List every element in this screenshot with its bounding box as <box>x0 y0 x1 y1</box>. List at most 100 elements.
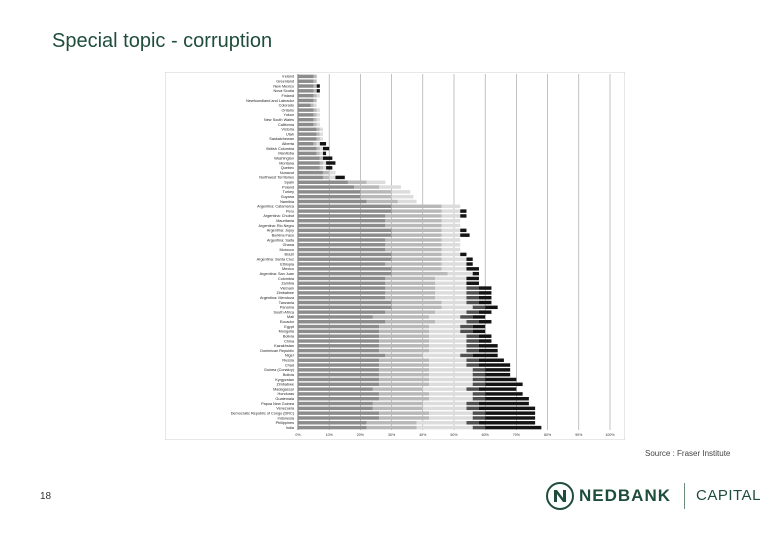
bar-segment <box>298 315 373 319</box>
bar-segment <box>316 117 320 122</box>
bar-segment <box>391 233 442 237</box>
bar-segment <box>472 271 479 276</box>
bar-segment <box>316 127 320 132</box>
bar-segment <box>298 377 380 382</box>
category-label: California <box>278 123 295 127</box>
bar-segment <box>298 353 386 358</box>
bar-segment <box>298 372 380 377</box>
bar-segment <box>298 281 386 286</box>
bar-segment <box>429 324 461 329</box>
corruption-chart: 0% 10% 20% 30% 40% 50% 60% 70% 80% 90% 100% Ireland… <box>165 72 625 440</box>
bar-segment <box>379 416 430 420</box>
bar-segment <box>478 387 517 391</box>
bar-segment <box>466 300 479 305</box>
bar-segment <box>298 204 392 209</box>
category-label: Victoria <box>281 128 294 132</box>
bar-segment <box>329 170 336 175</box>
category-label: Honduras <box>278 392 295 396</box>
bar-segment <box>313 103 317 108</box>
category-label: Ecuador <box>280 320 295 324</box>
bar-segment <box>298 334 380 338</box>
category-label: Argentina: Jujuy <box>267 229 294 233</box>
bar-segment <box>298 79 314 83</box>
category-label: Dominican Republic <box>260 349 294 353</box>
page-number: 18 <box>40 491 52 502</box>
bar-segment <box>447 271 473 276</box>
category-label: Egypt <box>284 325 295 329</box>
bar-segment <box>472 305 486 310</box>
bar-segment <box>429 416 473 420</box>
category-label: India <box>286 426 295 430</box>
x-tick-label: 100% <box>605 433 615 437</box>
bar-segment <box>422 406 467 411</box>
bar-segment <box>472 425 486 430</box>
bar-segment <box>298 295 386 300</box>
x-tick-label: 90% <box>575 433 583 437</box>
brand-division: CAPITAL <box>696 487 761 504</box>
bar-segment <box>313 117 317 122</box>
bar-segment <box>379 396 430 401</box>
bar-segment <box>298 243 386 247</box>
bar-segment <box>298 84 314 88</box>
bar-segment <box>316 132 320 136</box>
bar-segment <box>391 305 442 310</box>
bar-segment <box>466 310 479 314</box>
bar-segment <box>310 103 314 108</box>
bar-segment <box>478 291 492 295</box>
bar-segment <box>441 238 461 242</box>
bar-segment <box>472 411 486 415</box>
bar-segment <box>478 401 529 406</box>
x-tick-label: 10% <box>326 433 334 437</box>
bar-segment <box>466 358 479 362</box>
bar-segment <box>298 156 320 160</box>
bar-segment <box>460 214 467 218</box>
category-label: Brazil <box>285 253 295 257</box>
category-label: Colorado <box>279 104 294 108</box>
bar-segment <box>422 401 467 406</box>
category-label: Nova Scotia <box>274 89 295 93</box>
x-tick-label: 70% <box>513 433 521 437</box>
category-label: Washington <box>274 156 294 160</box>
bar-segment <box>478 406 536 411</box>
bar-segment <box>478 358 504 362</box>
bar-segment <box>485 411 536 415</box>
bar-segment <box>298 146 317 151</box>
bar-segment <box>298 382 380 387</box>
bar-segment <box>379 348 430 353</box>
bar-segment <box>366 180 386 184</box>
x-tick-label: 0% <box>295 433 301 437</box>
category-label: Zimbabwe <box>276 383 294 387</box>
bar-segment <box>354 185 380 189</box>
x-tick-label: 80% <box>544 433 552 437</box>
bar-segment <box>385 353 423 358</box>
bar-segment <box>298 320 386 324</box>
category-label: Ghana <box>283 243 295 247</box>
category-label: Argentina: Chubut <box>263 214 295 218</box>
bar-segment <box>372 387 423 391</box>
bar-segment <box>472 382 486 387</box>
bar-segment <box>379 372 430 377</box>
bar-segment <box>379 339 430 343</box>
bar-segment <box>313 98 317 103</box>
bar-segment <box>466 320 479 324</box>
bar-segment <box>466 363 479 367</box>
category-label: Kazakhstan <box>274 344 294 348</box>
bar-segment <box>429 382 473 387</box>
bar-segment <box>391 228 442 233</box>
bar-segment <box>298 89 314 93</box>
bar-segment <box>429 358 467 362</box>
bar-segment <box>313 74 317 79</box>
bar-segment <box>460 353 473 358</box>
category-label: Argentina: Santa Cruz <box>257 258 294 262</box>
bar-segment <box>298 223 386 228</box>
bar-segment <box>298 396 380 401</box>
bar-segment <box>319 132 323 136</box>
bar-segment <box>385 223 442 228</box>
category-label: Guinea (Conakry) <box>264 368 295 372</box>
bar-segment <box>298 421 367 425</box>
bar-segment <box>441 257 467 261</box>
bar-segment <box>485 372 511 377</box>
bar-segment <box>435 295 467 300</box>
bar-segment <box>298 113 314 117</box>
bar-segment <box>313 89 317 93</box>
